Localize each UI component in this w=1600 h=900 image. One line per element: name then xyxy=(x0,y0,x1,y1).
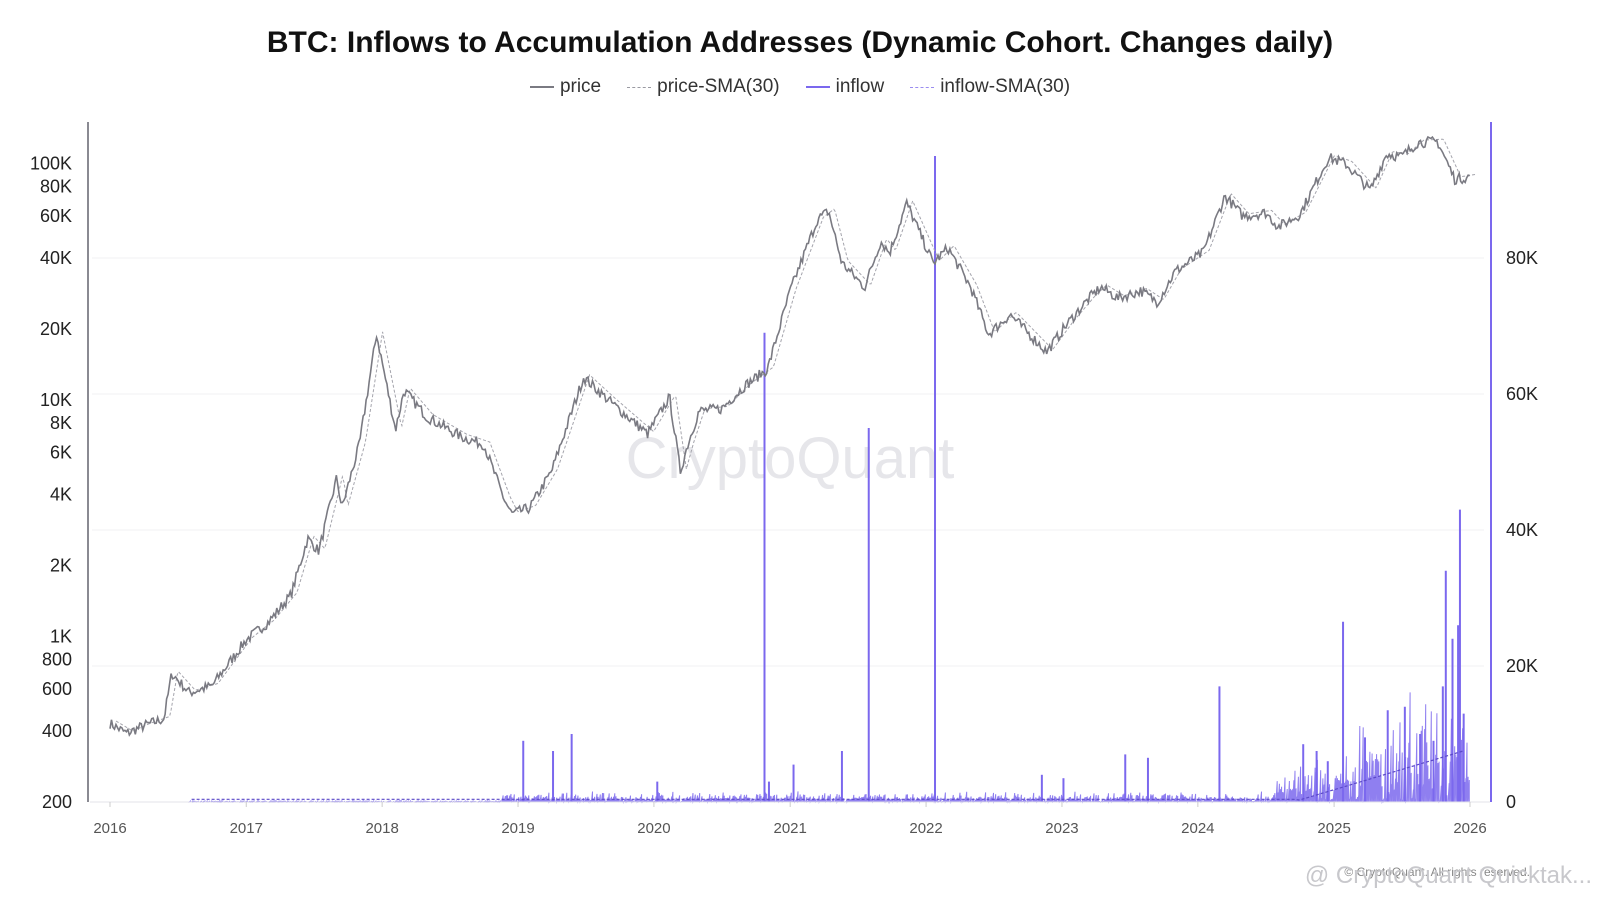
legend-swatch xyxy=(627,86,652,88)
left-tick-label: 8K xyxy=(50,413,72,433)
legend: price price-SMA(30) inflow inflow-SMA(30) xyxy=(0,76,1600,98)
x-tick-label: 2020 xyxy=(637,820,670,837)
price-line xyxy=(109,135,1470,737)
right-axis-ticks: 0 20K 40K 60K 80K xyxy=(1506,248,1538,812)
x-tick-label: 2016 xyxy=(93,820,126,837)
legend-item[interactable]: inflow xyxy=(805,76,885,98)
x-tick-label: 2022 xyxy=(909,820,942,837)
watermark: CryptoQuant xyxy=(626,426,955,491)
inflow-baseline xyxy=(188,692,1470,804)
chart-title: BTC: Inflows to Accumulation Addresses (… xyxy=(266,26,1334,59)
left-tick-label: 1K xyxy=(50,627,72,647)
right-tick-label: 0 xyxy=(1506,792,1516,812)
left-tick-label: 60K xyxy=(40,206,72,226)
left-tick-label: 800 xyxy=(42,650,72,670)
x-tick-label: 2026 xyxy=(1453,820,1486,837)
left-tick-label: 400 xyxy=(42,721,72,741)
footer-brand: @ CryptoQuant Quicktak... xyxy=(1304,862,1592,889)
legend-swatch xyxy=(805,86,830,88)
right-tick-label: 20K xyxy=(1506,656,1538,676)
legend-label: price-SMA(30) xyxy=(657,76,780,97)
left-tick-label: 200 xyxy=(42,792,72,812)
left-tick-label: 100K xyxy=(30,154,72,174)
x-tick-label: 2019 xyxy=(501,820,534,837)
legend-swatch xyxy=(910,86,935,88)
legend-label: inflow-SMA(30) xyxy=(940,76,1071,97)
copyright-note: © CryptoQuant. All rights reserved. xyxy=(1344,865,1530,879)
legend-label: inflow xyxy=(835,76,885,97)
x-tick-label: 2021 xyxy=(773,820,806,837)
left-axis-ticks: 200 400 600 800 1K 2K 4K 6K 8K 10K 20K 40K 60K 80K 100… xyxy=(30,154,72,812)
left-tick-label: 4K xyxy=(50,484,72,504)
left-tick-label: 80K xyxy=(40,177,72,197)
left-tick-label: 2K xyxy=(50,555,72,575)
left-tick-label: 10K xyxy=(40,390,72,410)
legend-item[interactable]: inflow-SMA(30) xyxy=(910,76,1070,98)
price-sma-line xyxy=(115,138,1476,732)
x-tick-label: 2023 xyxy=(1045,820,1078,837)
left-tick-label: 6K xyxy=(50,443,72,463)
left-tick-label: 40K xyxy=(40,248,72,268)
legend-swatch xyxy=(529,86,554,88)
x-axis-ticks: 2016 2017 2018 2019 2020 2021 2022 2023 2024 2025… xyxy=(93,802,1487,837)
right-tick-label: 60K xyxy=(1506,384,1538,404)
legend-label: price xyxy=(559,76,602,97)
x-tick-label: 2017 xyxy=(230,820,263,837)
left-tick-label: 600 xyxy=(42,679,72,699)
right-tick-label: 40K xyxy=(1506,520,1538,540)
x-tick-label: 2018 xyxy=(365,820,398,837)
x-tick-label: 2024 xyxy=(1181,820,1214,837)
left-tick-label: 20K xyxy=(40,319,72,339)
price-series xyxy=(109,135,1476,737)
x-tick-label: 2025 xyxy=(1317,820,1350,837)
right-tick-label: 80K xyxy=(1506,248,1538,268)
legend-item[interactable]: price xyxy=(529,76,602,98)
inflow-sma-line xyxy=(191,750,1464,801)
legend-item[interactable]: price-SMA(30) xyxy=(627,76,780,98)
